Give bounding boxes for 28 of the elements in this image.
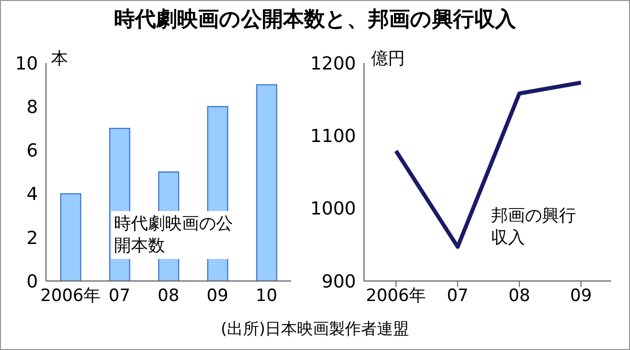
series-label: 時代劇映画の公開本数 — [111, 211, 242, 259]
y-tick-label: 4 — [26, 184, 38, 206]
x-tick-label: 07 — [446, 286, 468, 306]
text: (出所)日本映画製作者連盟 — [220, 319, 410, 340]
y-tick-label: 1000 — [310, 198, 356, 220]
y-tick-label: 1200 — [310, 53, 356, 74]
series-label: 邦画の興行収入 — [488, 203, 594, 251]
y-tick-label: 1100 — [310, 126, 356, 148]
y-tick-label: 6 — [26, 140, 38, 162]
y-tick-label: 8 — [26, 96, 38, 118]
x-tick-label: 2006年 — [40, 286, 101, 306]
line-series — [394, 80, 583, 249]
x-tick-label: 2006年 — [366, 286, 426, 306]
x-tick-label: 09 — [206, 286, 228, 306]
y-tick-label: 2 — [26, 228, 38, 249]
chart-title: 時代劇映画の公開本数と、邦画の興行収入 — [113, 6, 517, 33]
y-tick-label: 0 — [26, 271, 38, 292]
y-axis-title: 本 — [49, 47, 70, 70]
x-tick-label: 08 — [508, 286, 530, 306]
y-tick-label: 900 — [322, 271, 356, 292]
y-tick-label: 10 — [15, 53, 38, 74]
x-tick-label: 10 — [256, 286, 278, 306]
x-tick-label: 08 — [158, 286, 180, 306]
y-axis-title: 億円 — [369, 47, 407, 70]
bar — [60, 193, 82, 281]
x-tick-label: 07 — [108, 286, 130, 306]
x-tick-label: 09 — [570, 286, 592, 306]
bar — [256, 84, 278, 281]
